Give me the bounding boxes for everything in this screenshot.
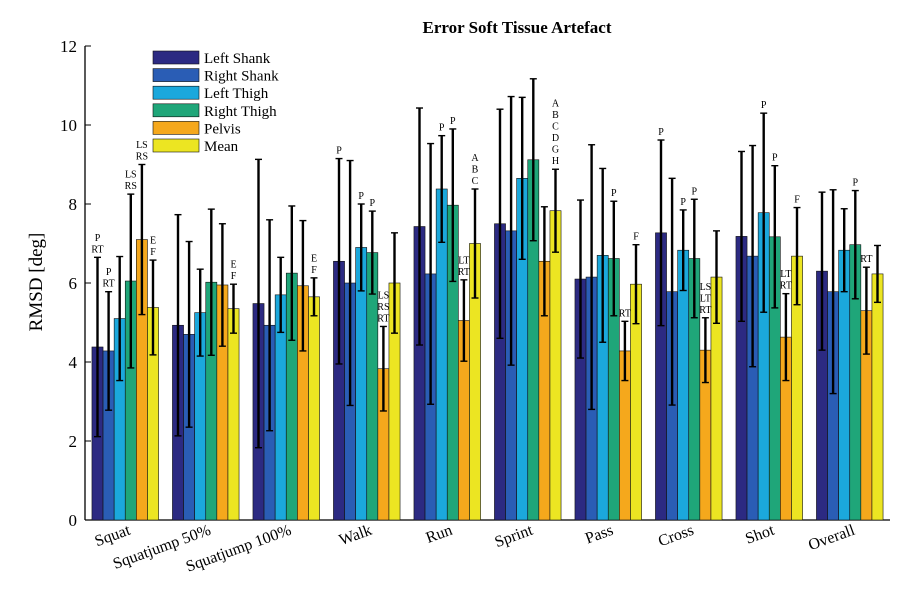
annotation-label: A (471, 153, 479, 164)
annotation-label: F (311, 265, 317, 276)
annotation-label: F (633, 232, 639, 243)
y-tick-label: 6 (69, 274, 78, 293)
x-tick-label: Pass (583, 522, 616, 548)
legend-swatch (152, 50, 200, 65)
bar (871, 273, 884, 521)
legend-swatch (152, 103, 200, 118)
legend-swatch (152, 68, 200, 82)
annotation-label: C (472, 176, 479, 187)
annotation-label: LS (125, 170, 137, 181)
y-tick-label: 8 (69, 195, 78, 214)
y-tick-label: 2 (69, 432, 78, 451)
annotation-label: B (552, 110, 559, 121)
annotation-label: LS (700, 282, 712, 293)
annotation-label: P (95, 233, 101, 244)
annotation-label: A (552, 99, 560, 110)
y-tick-label: 12 (60, 37, 77, 56)
annotation-label: E (150, 236, 156, 247)
legend-swatch (152, 138, 200, 153)
annotation-label: D (552, 133, 559, 144)
x-tick-label: Run (424, 522, 455, 547)
annotation-label: LS (378, 290, 390, 301)
annotation-label: LT (458, 255, 469, 266)
bar (227, 308, 240, 521)
chart-title: Error Soft Tissue Artefact (422, 18, 611, 37)
annotation-label: P (358, 191, 364, 202)
legend-swatch (152, 85, 200, 100)
annotations-layer: PRTPRTLSRSLSRSEFEFEFPPPLSRSRTPPLTRTABCAB… (91, 99, 872, 325)
bars-layer (91, 159, 884, 521)
legend-label: Mean (204, 139, 239, 155)
annotation-label: LT (780, 269, 791, 280)
y-tick-label: 10 (60, 116, 77, 135)
bar (308, 296, 320, 521)
annotation-label: P (336, 146, 342, 157)
annotation-label: F (150, 247, 156, 258)
annotation-label: P (658, 127, 664, 138)
legend-label: Right Thigh (204, 104, 277, 120)
annotation-label: P (106, 267, 112, 278)
annotation-label: P (772, 153, 778, 164)
x-tick-label: Overall (806, 522, 857, 555)
annotation-label: RS (125, 181, 137, 192)
annotation-label: C (552, 122, 559, 133)
annotation-label: G (552, 145, 559, 156)
x-tick-label: Sprint (493, 522, 536, 552)
annotation-label: P (761, 100, 767, 111)
legend-label: Pelvis (204, 121, 241, 137)
legend-label: Left Thigh (204, 86, 269, 102)
annotation-label: RS (136, 152, 148, 163)
annotation-label: H (552, 156, 559, 167)
annotation-label: F (231, 271, 237, 282)
y-axis-label: RMSD [deg] (26, 233, 47, 332)
y-tick-label: 0 (69, 511, 78, 530)
annotation-label: LT (700, 293, 711, 304)
annotation-label: B (472, 164, 479, 175)
annotation-label: RT (103, 279, 115, 290)
annotation-label: RT (780, 281, 792, 292)
x-tick-label: Shot (743, 522, 777, 548)
x-tick-label: Walk (337, 522, 374, 549)
annotation-label: RT (699, 305, 711, 316)
annotation-label: E (311, 253, 317, 264)
x-tick-label: Cross (656, 522, 696, 550)
annotation-label: RT (377, 313, 389, 324)
annotation-label: F (794, 195, 800, 206)
annotation-label: E (230, 260, 236, 271)
annotation-label: LS (136, 140, 148, 151)
annotation-label: P (370, 198, 376, 209)
bar (549, 210, 562, 521)
annotation-label: RT (458, 267, 470, 278)
annotation-label: P (611, 188, 617, 199)
y-tick-label: 4 (69, 353, 78, 372)
error-bars-layer (94, 78, 881, 449)
legend-swatch (152, 121, 200, 135)
annotation-label: RT (91, 244, 103, 255)
annotation-label: P (692, 186, 698, 197)
annotation-label: RS (377, 302, 389, 313)
annotation-label: P (853, 178, 859, 189)
annotation-label: P (450, 116, 456, 127)
annotation-label: P (439, 123, 445, 134)
legend-label: Left Shank (204, 51, 271, 67)
legend-label: Right Shank (204, 69, 279, 85)
annotation-label: RT (619, 308, 631, 319)
x-tick-label: Squat (93, 522, 134, 551)
annotation-label: RT (860, 254, 872, 265)
annotation-label: P (680, 197, 686, 208)
